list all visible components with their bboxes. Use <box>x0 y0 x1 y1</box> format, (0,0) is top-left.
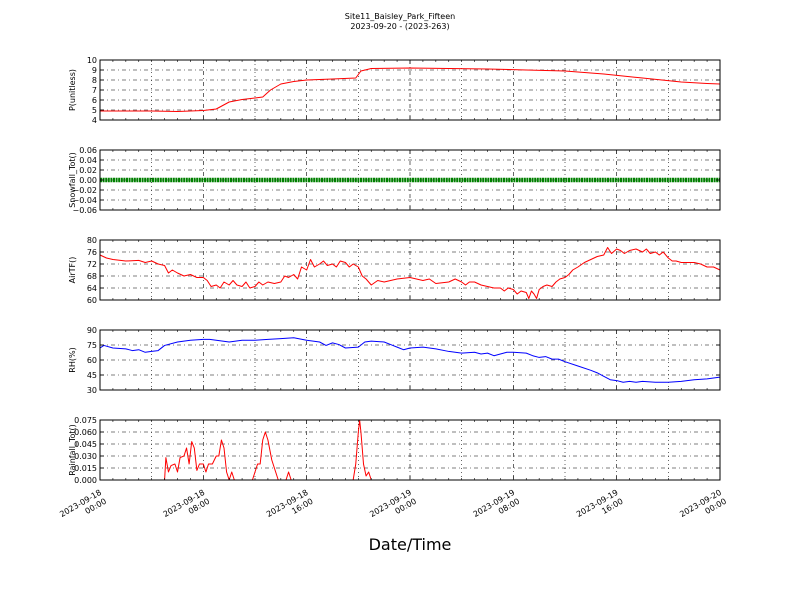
panel-2: −0.06−0.04−0.020.000.020.040.06Snowfall_… <box>68 146 721 215</box>
y-tick-label: 0.015 <box>74 464 97 473</box>
y-tick-label: 10 <box>87 56 97 65</box>
x-tick-label: 2023-09-1808:00 <box>162 488 212 528</box>
y-tick-label: 0.030 <box>74 452 97 461</box>
y-tick-label: 0.000 <box>74 476 97 485</box>
y-axis-label: AirTF() <box>68 257 77 284</box>
y-tick-label: 72 <box>87 260 97 269</box>
y-tick-label: 0.00 <box>79 176 97 185</box>
y-tick-label: 68 <box>87 272 97 281</box>
y-tick-label: 0.045 <box>74 440 97 449</box>
y-tick-label: 9 <box>92 66 97 75</box>
x-tick-label: 2023-09-2000:00 <box>678 488 728 528</box>
x-tick-label: 2023-09-1816:00 <box>265 488 315 528</box>
y-tick-label: 0.075 <box>74 416 97 425</box>
panel-5: 0.000 0.015 0.030 0.045 0.060 0.075Rainfall_T… <box>68 416 721 485</box>
x-tick-label: 2023-09-1916:00 <box>575 488 625 528</box>
y-axis-label: Snowfall_Tot() <box>68 152 77 208</box>
y-tick-label: 90 <box>87 326 97 335</box>
x-tick-label: 2023-09-1908:00 <box>472 488 522 528</box>
y-tick-label: −0.06 <box>72 206 97 215</box>
series-line <box>99 337 721 383</box>
y-tick-label: 76 <box>87 248 97 257</box>
y-tick-label: 75 <box>87 341 97 350</box>
y-tick-label: 4 <box>92 116 97 125</box>
x-tick-label: 2023-09-1800:00 <box>58 488 108 528</box>
panel-3: 60 64 68 72 76 80 AirTF() <box>68 236 721 305</box>
x-axis-label: Date/Time <box>369 535 452 554</box>
x-tick-label: 2023-09-1900:00 <box>368 488 418 528</box>
panel-4: 30 45 60 75 90 RH(%) <box>68 326 721 395</box>
y-tick-label: 0.04 <box>79 156 97 165</box>
y-tick-label: 0.060 <box>74 428 97 437</box>
y-tick-label: 80 <box>87 236 97 245</box>
y-tick-label: 45 <box>87 371 97 380</box>
y-tick-label: −0.04 <box>72 196 97 205</box>
y-tick-label: −0.02 <box>72 186 97 195</box>
y-tick-label: 6 <box>92 96 97 105</box>
y-axis-label: Rainfall_Tot() <box>68 424 77 476</box>
chart-title: Site11_Baisley_Park_Fifteen <box>345 12 455 21</box>
y-tick-label: 0.02 <box>79 166 97 175</box>
y-tick-label: 64 <box>87 284 97 293</box>
y-tick-label: 60 <box>87 356 97 365</box>
y-tick-label: 5 <box>92 106 97 115</box>
y-tick-label: 60 <box>87 296 97 305</box>
panels: 45678910P(unitless)−0.06−0.04−0.020.000.… <box>68 56 721 485</box>
y-axis-label: RH(%) <box>68 347 77 372</box>
y-tick-label: 8 <box>92 76 97 85</box>
series-line <box>100 67 721 112</box>
y-tick-label: 0.06 <box>79 146 97 155</box>
y-tick-label: 7 <box>92 86 97 95</box>
y-axis-label: P(unitless) <box>68 69 77 111</box>
series-line <box>99 247 721 299</box>
x-tick-labels: 2023-09-1800:00 2023-09-1808:00 2023-09-18… <box>58 488 728 528</box>
y-tick-label: 30 <box>87 386 97 395</box>
chart-subtitle: 2023-09-20 - (2023-263) <box>350 22 449 31</box>
